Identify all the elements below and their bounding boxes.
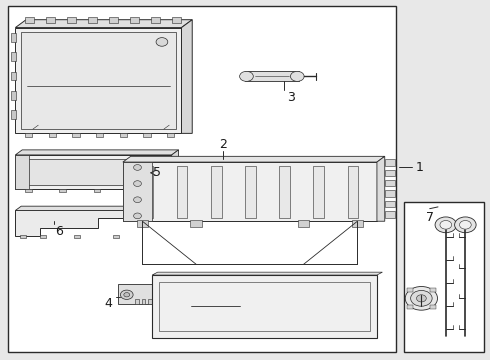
Text: 7: 7	[426, 211, 434, 224]
Bar	[279, 166, 290, 218]
Bar	[351, 220, 363, 226]
Bar	[73, 133, 80, 137]
Circle shape	[134, 165, 142, 170]
Bar	[314, 166, 324, 218]
Bar	[21, 159, 166, 185]
Polygon shape	[152, 272, 382, 275]
Circle shape	[455, 217, 476, 233]
Circle shape	[440, 221, 452, 229]
Circle shape	[124, 293, 130, 297]
Bar	[385, 211, 395, 218]
Polygon shape	[172, 150, 178, 189]
Bar	[298, 220, 310, 226]
Bar	[385, 170, 395, 176]
Bar	[46, 17, 55, 23]
Bar	[347, 166, 358, 218]
Polygon shape	[377, 156, 385, 221]
Bar	[15, 155, 29, 189]
Bar	[67, 17, 76, 23]
Bar	[385, 201, 395, 207]
Bar	[130, 17, 139, 23]
Bar	[143, 133, 150, 137]
Bar	[11, 72, 16, 81]
Circle shape	[411, 291, 432, 306]
Bar	[25, 133, 32, 137]
Bar	[94, 189, 100, 192]
Polygon shape	[15, 150, 178, 155]
Bar	[74, 235, 80, 238]
Bar	[123, 162, 377, 221]
Bar	[162, 189, 169, 192]
Polygon shape	[15, 206, 129, 211]
Bar	[118, 284, 157, 304]
Bar	[15, 155, 171, 189]
Text: 2: 2	[219, 138, 227, 150]
Polygon shape	[15, 20, 192, 28]
Bar	[109, 17, 118, 23]
Circle shape	[121, 290, 133, 300]
Bar	[245, 71, 299, 81]
Bar	[11, 33, 16, 42]
Circle shape	[134, 213, 142, 219]
Bar	[190, 220, 202, 226]
Text: 1: 1	[416, 161, 423, 174]
Bar	[96, 133, 103, 137]
Bar	[20, 235, 26, 238]
Bar	[148, 300, 152, 304]
Bar	[11, 110, 16, 119]
Bar	[123, 162, 152, 221]
Text: 6: 6	[55, 225, 63, 238]
Bar	[11, 52, 16, 61]
Bar	[40, 235, 46, 238]
Circle shape	[435, 217, 457, 233]
Circle shape	[240, 71, 253, 81]
Bar	[404, 202, 485, 352]
Bar	[430, 288, 436, 292]
Polygon shape	[15, 211, 123, 235]
Bar	[152, 275, 377, 338]
Circle shape	[134, 181, 142, 186]
Bar	[128, 189, 135, 192]
Bar	[25, 17, 34, 23]
Polygon shape	[123, 156, 385, 162]
Bar	[245, 166, 256, 218]
Bar	[385, 159, 395, 166]
Circle shape	[134, 197, 142, 203]
Bar	[407, 288, 413, 292]
Polygon shape	[181, 20, 192, 134]
Bar	[143, 166, 153, 218]
Bar	[385, 190, 395, 197]
Bar	[59, 189, 66, 192]
Bar	[159, 282, 369, 330]
Text: 3: 3	[288, 91, 295, 104]
Circle shape	[405, 287, 438, 310]
Text: 5: 5	[153, 166, 161, 179]
Bar	[172, 17, 180, 23]
Bar	[142, 300, 146, 304]
Circle shape	[156, 38, 168, 46]
Bar	[167, 133, 174, 137]
Bar	[137, 220, 148, 226]
Bar	[155, 300, 159, 304]
Bar	[25, 189, 32, 192]
Circle shape	[291, 71, 304, 81]
Circle shape	[460, 221, 471, 229]
Bar	[21, 32, 175, 129]
Bar	[49, 133, 56, 137]
Circle shape	[416, 295, 426, 302]
Bar	[176, 166, 187, 218]
Bar	[120, 133, 127, 137]
Bar	[135, 300, 139, 304]
Bar	[430, 305, 436, 309]
Bar	[15, 28, 181, 134]
Bar	[407, 305, 413, 309]
Bar	[211, 166, 221, 218]
Bar	[113, 235, 119, 238]
Bar	[151, 17, 160, 23]
Bar	[11, 91, 16, 100]
Bar	[385, 180, 395, 186]
Text: 4: 4	[104, 297, 112, 310]
Bar	[8, 6, 396, 352]
Bar	[88, 17, 97, 23]
